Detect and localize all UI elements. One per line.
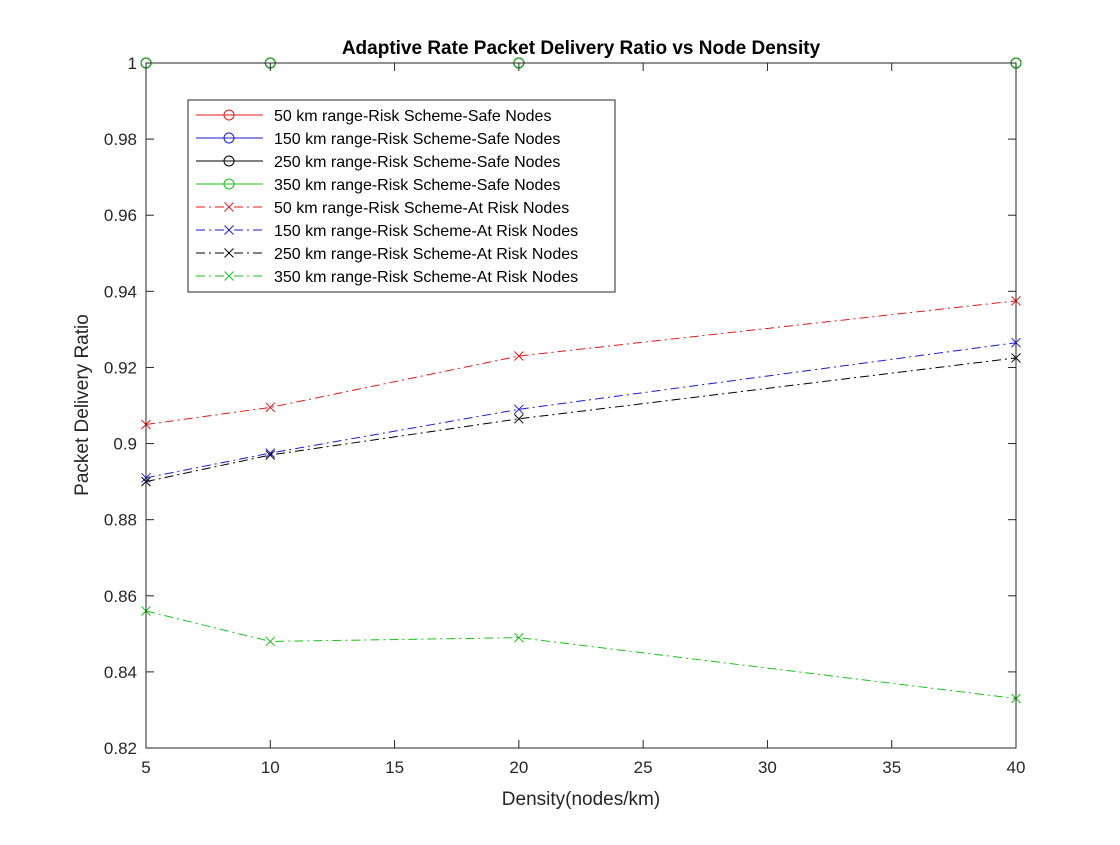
legend-entry: 350 km range-Risk Scheme-Safe Nodes [196, 177, 560, 194]
legend-marker [223, 132, 235, 144]
ticks-layer: 5 10 15 20 25 30 35 40 0.82 0.84 0.86 0.88 0.9 0.92 0.… [104, 54, 1026, 777]
y-tick-label: 0.94 [104, 282, 137, 301]
data-point [514, 404, 524, 415]
data-point [265, 402, 276, 413]
legend-entry: 50 km range-Risk Scheme-At Risk Nodes [196, 200, 569, 217]
x-tick-label: 30 [758, 758, 777, 777]
x-tick-label: 10 [261, 758, 280, 777]
data-point [514, 413, 524, 424]
legend-label: 50 km range-Risk Scheme-Safe Nodes [274, 108, 551, 125]
y-tick-label: 0.84 [104, 663, 137, 682]
x-tick-label: 40 [1007, 758, 1026, 777]
y-tick-label: 0.92 [104, 358, 137, 377]
y-tick-label: 0.98 [104, 130, 137, 149]
data-point [514, 351, 524, 361]
x-axis-label: Density(nodes/km) [502, 789, 660, 810]
legend-entry: 150 km range-Risk Scheme-Safe Nodes [196, 131, 560, 148]
legend-label: 250 km range-Risk Scheme-Safe Nodes [274, 154, 560, 171]
legend-label: 150 km range-Risk Scheme-Safe Nodes [274, 131, 560, 148]
legend-entry: 150 km range-Risk Scheme-At Risk Nodes [196, 223, 578, 240]
series-5 [141, 295, 1021, 430]
y-tick-label: 0.9 [113, 435, 137, 454]
data-point [514, 632, 524, 643]
legend-label: 350 km range-Risk Scheme-At Risk Nodes [274, 269, 578, 286]
legend-entry: 250 km range-Risk Scheme-At Risk Nodes [196, 246, 578, 263]
data-point [265, 450, 276, 460]
y-tick-label: 0.88 [104, 511, 137, 530]
chart-title: Adaptive Rate Packet Delivery Ratio vs N… [342, 38, 821, 59]
series-8 [141, 606, 1021, 704]
legend-marker [224, 225, 234, 235]
legend-marker [223, 109, 235, 121]
x-tick-label: 25 [634, 758, 653, 777]
x-tick-label: 35 [882, 758, 901, 777]
plot-frame [145, 62, 1017, 749]
legend-box [187, 99, 616, 293]
legend-label: 150 km range-Risk Scheme-At Risk Nodes [274, 223, 578, 240]
y-tick-label: 0.86 [104, 587, 137, 606]
legend-label: 50 km range-Risk Scheme-At Risk Nodes [274, 200, 569, 217]
y-axis-label: Packet Delivery Ratio [72, 314, 93, 496]
series-line [145, 357, 1017, 483]
legend-marker [224, 248, 234, 258]
x-tick-label: 20 [509, 758, 528, 777]
series-line [145, 300, 1017, 426]
legend-marker [223, 155, 235, 167]
legend-entry: 350 km range-Risk Scheme-At Risk Nodes [196, 269, 578, 286]
legend: 50 km range-Risk Scheme-Safe Nodes 150 km… [187, 99, 616, 293]
series-line [145, 342, 1017, 479]
legend-marker [224, 202, 234, 212]
legend-entry: 250 km range-Risk Scheme-Safe Nodes [196, 154, 560, 171]
legend-marker [223, 178, 235, 190]
y-tick-label: 0.96 [104, 206, 137, 225]
series-line [145, 610, 1017, 700]
legend-label: 350 km range-Risk Scheme-Safe Nodes [274, 177, 560, 194]
x-tick-label: 15 [385, 758, 404, 777]
data-point [265, 636, 276, 647]
y-tick-label: 1 [128, 54, 137, 73]
data-point [265, 448, 276, 458]
y-tick-label: 0.82 [104, 739, 137, 758]
legend-marker [224, 271, 234, 281]
legend-label: 250 km range-Risk Scheme-At Risk Nodes [274, 246, 578, 263]
legend-entry: 50 km range-Risk Scheme-Safe Nodes [196, 108, 551, 125]
x-tick-label: 5 [141, 758, 150, 777]
